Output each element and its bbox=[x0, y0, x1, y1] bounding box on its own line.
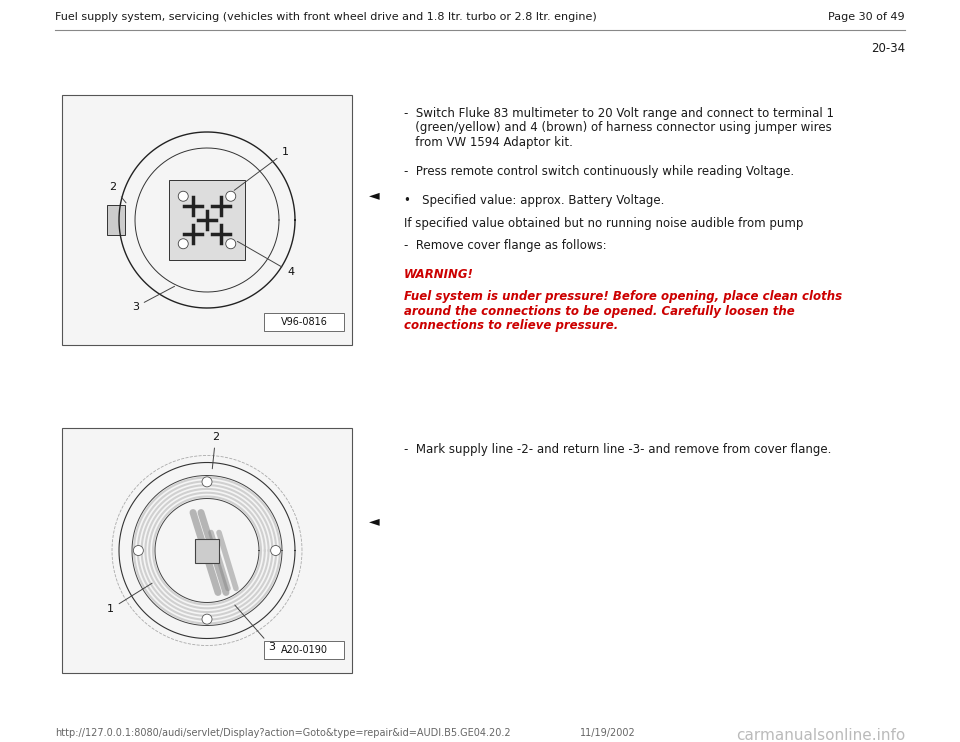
Text: A20-0190: A20-0190 bbox=[280, 645, 327, 655]
Text: carmanualsonline.info: carmanualsonline.info bbox=[735, 728, 905, 742]
Text: 11/19/2002: 11/19/2002 bbox=[580, 728, 636, 738]
Text: 3: 3 bbox=[132, 286, 175, 312]
Text: -  Press remote control switch continuously while reading Voltage.: - Press remote control switch continuous… bbox=[404, 165, 794, 178]
Bar bbox=[62, 428, 352, 673]
Text: Fuel supply system, servicing (vehicles with front wheel drive and 1.8 ltr. turb: Fuel supply system, servicing (vehicles … bbox=[55, 12, 597, 22]
Text: -  Remove cover flange as follows:: - Remove cover flange as follows: bbox=[404, 239, 607, 252]
Text: 4: 4 bbox=[237, 241, 294, 277]
Text: WARNING!: WARNING! bbox=[404, 268, 474, 280]
Circle shape bbox=[271, 545, 280, 556]
Text: 3: 3 bbox=[235, 605, 276, 652]
Text: V96-0816: V96-0816 bbox=[280, 317, 327, 327]
Text: 1: 1 bbox=[234, 147, 289, 191]
Text: 1: 1 bbox=[107, 583, 152, 614]
Circle shape bbox=[202, 477, 212, 487]
Bar bbox=[195, 539, 219, 562]
Bar bbox=[169, 180, 245, 260]
Circle shape bbox=[133, 545, 143, 556]
Bar bbox=[264, 641, 344, 659]
Text: (green/yellow) and 4 (brown) of harness connector using jumper wires: (green/yellow) and 4 (brown) of harness … bbox=[404, 122, 831, 134]
Bar bbox=[264, 313, 344, 331]
Text: from VW 1594 Adaptor kit.: from VW 1594 Adaptor kit. bbox=[404, 136, 573, 149]
Text: -  Switch Fluke 83 multimeter to 20 Volt range and connect to terminal 1: - Switch Fluke 83 multimeter to 20 Volt … bbox=[404, 107, 834, 120]
Text: Fuel system is under pressure! Before opening, place clean cloths: Fuel system is under pressure! Before op… bbox=[404, 290, 842, 303]
Text: •   Specified value: approx. Battery Voltage.: • Specified value: approx. Battery Volta… bbox=[404, 194, 664, 207]
Text: If specified value obtained but no running noise audible from pump: If specified value obtained but no runni… bbox=[404, 217, 804, 229]
Text: around the connections to be opened. Carefully loosen the: around the connections to be opened. Car… bbox=[404, 304, 795, 318]
Text: 2: 2 bbox=[212, 433, 219, 469]
Text: -  Mark supply line -2- and return line -3- and remove from cover flange.: - Mark supply line -2- and return line -… bbox=[404, 443, 831, 456]
Text: 2: 2 bbox=[109, 182, 126, 203]
Text: ◄: ◄ bbox=[369, 188, 379, 202]
Circle shape bbox=[202, 614, 212, 624]
Circle shape bbox=[226, 239, 236, 249]
Circle shape bbox=[226, 191, 236, 201]
Text: Page 30 of 49: Page 30 of 49 bbox=[828, 12, 905, 22]
Circle shape bbox=[179, 239, 188, 249]
Text: 20-34: 20-34 bbox=[871, 42, 905, 55]
Text: ◄: ◄ bbox=[369, 514, 379, 528]
Bar bbox=[62, 95, 352, 345]
Circle shape bbox=[179, 191, 188, 201]
Text: http://127.0.0.1:8080/audi/servlet/Display?action=Goto&type=repair&id=AUDI.B5.GE: http://127.0.0.1:8080/audi/servlet/Displ… bbox=[55, 728, 511, 738]
Text: connections to relieve pressure.: connections to relieve pressure. bbox=[404, 319, 618, 332]
Bar bbox=[107, 205, 125, 235]
